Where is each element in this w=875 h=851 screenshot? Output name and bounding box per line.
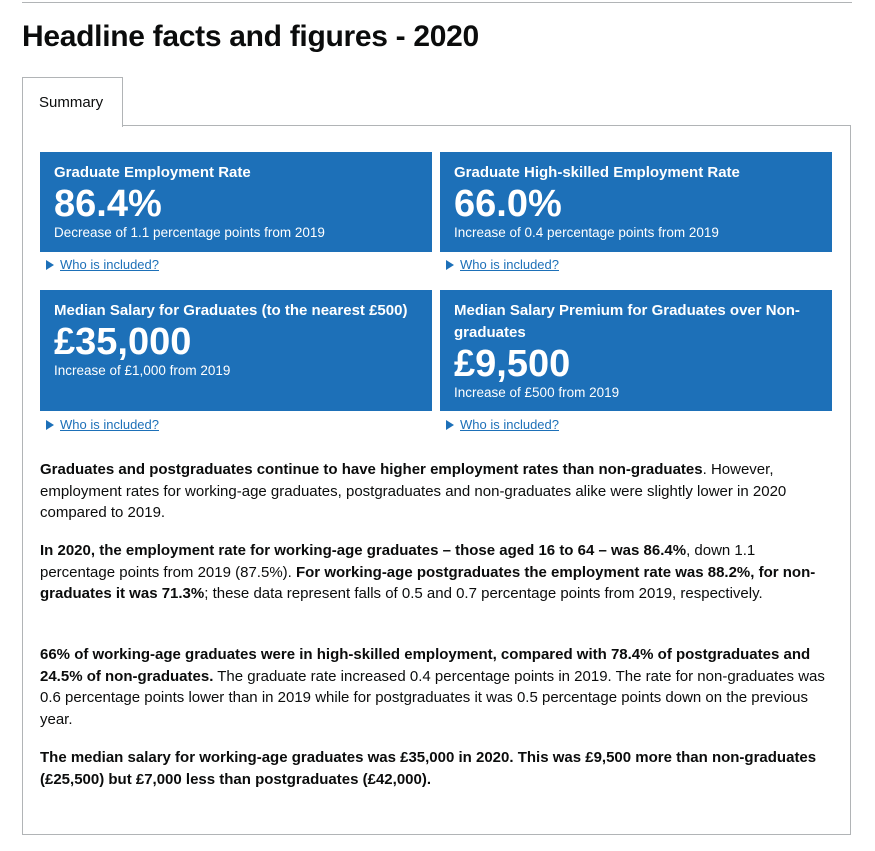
paragraph-bold-text: The median salary for working-age gradua…	[40, 749, 817, 788]
tile-change: Decrease of 1.1 percentage points from 2…	[54, 225, 325, 240]
tile-title: Median Salary Premium for Graduates over…	[454, 302, 800, 341]
paragraph-bold-text: In 2020, the employment rate for working…	[40, 542, 687, 559]
paragraph-text: The graduate rate increased 0.4 percenta…	[40, 667, 825, 728]
triangle-right-icon	[446, 419, 454, 430]
paragraph-bold-text: 66% of working-age graduates were in hig…	[40, 646, 811, 685]
triangle-right-icon	[46, 259, 54, 270]
tab-summary[interactable]: Summary	[22, 77, 123, 127]
tile-value: 66.0%	[454, 183, 562, 225]
summary-paragraph: The median salary for working-age gradua…	[40, 747, 830, 790]
paragraph-bold-text: For working-age postgraduates the employ…	[40, 563, 816, 603]
paragraph-text: . However, employment rates for working-…	[40, 461, 787, 521]
triangle-right-icon	[446, 259, 454, 270]
who-is-included-link[interactable]: Who is included?	[60, 257, 159, 272]
who-is-included-link[interactable]: Who is included?	[460, 257, 559, 272]
who-is-included-toggle[interactable]: Who is included?	[46, 257, 159, 272]
who-is-included-toggle[interactable]: Who is included?	[446, 417, 559, 432]
who-is-included-link[interactable]: Who is included?	[60, 417, 159, 432]
tile-value: £35,000	[54, 321, 192, 363]
page-title: Headline facts and figures - 2020	[22, 20, 479, 53]
tile-title: Graduate High-skilled Employment Rate	[454, 164, 740, 181]
median-salary-premium-tile: Median Salary Premium for Graduates over…	[440, 290, 832, 411]
tile-change: Increase of £500 from 2019	[454, 385, 620, 400]
summary-panel	[22, 125, 851, 835]
paragraph-text: , down 1.1 percentage points from 2019 (…	[40, 542, 756, 581]
summary-paragraph: In 2020, the employment rate for working…	[40, 540, 830, 605]
graduate-high-skilled-employment-rate-tile: Graduate High-skilled Employment Rate 66…	[440, 152, 832, 252]
tile-value: 86.4%	[54, 183, 162, 225]
summary-paragraph: Graduates and postgraduates continue to …	[40, 459, 830, 524]
paragraph-text: ; these data represent falls of 0.5 and …	[204, 585, 763, 602]
who-is-included-link[interactable]: Who is included?	[460, 417, 559, 432]
tile-value: £9,500	[454, 343, 571, 385]
top-divider	[22, 2, 852, 3]
graduate-employment-rate-tile: Graduate Employment Rate 86.4% Decrease …	[40, 152, 432, 252]
tile-change: Increase of £1,000 from 2019	[54, 363, 231, 378]
summary-paragraph: 66% of working-age graduates were in hig…	[40, 644, 830, 730]
tab-summary-label: Summary	[39, 94, 104, 111]
tile-change: Increase of 0.4 percentage points from 2…	[454, 225, 719, 240]
paragraph-bold-text: Graduates and postgraduates continue to …	[40, 461, 703, 478]
who-is-included-toggle[interactable]: Who is included?	[46, 417, 159, 432]
median-salary-graduates-tile: Median Salary for Graduates (to the near…	[40, 290, 432, 411]
tile-title: Median Salary for Graduates (to the near…	[54, 302, 408, 319]
who-is-included-toggle[interactable]: Who is included?	[446, 257, 559, 272]
triangle-right-icon	[46, 419, 54, 430]
tile-title: Graduate Employment Rate	[54, 164, 251, 181]
